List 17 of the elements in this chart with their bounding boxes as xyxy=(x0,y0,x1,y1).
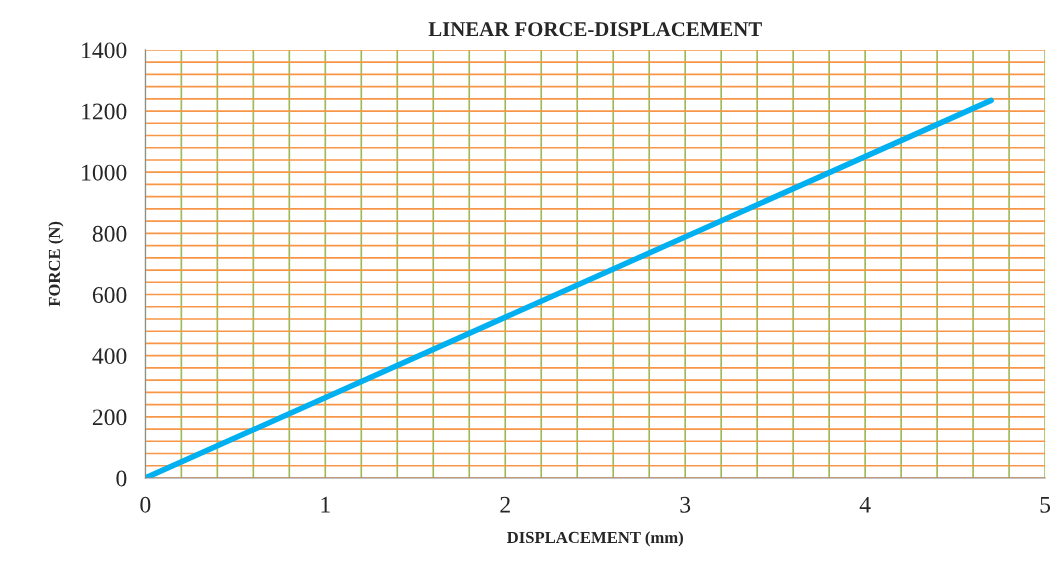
x-tick-label: 5 xyxy=(1040,496,1051,513)
y-tick-label: 800 xyxy=(92,225,127,242)
y-tick-label: 200 xyxy=(92,409,127,426)
x-tick-label: 3 xyxy=(680,496,691,513)
x-tick-label: 2 xyxy=(500,496,510,513)
y-tick-label: 400 xyxy=(92,348,127,365)
y-tick-label: 1000 xyxy=(82,164,127,181)
chart-title: LINEAR FORCE-DISPLACEMENT xyxy=(428,22,762,37)
y-tick-label: 600 xyxy=(92,287,127,303)
x-tick-label: 1 xyxy=(321,496,330,513)
y-tick-label: 1400 xyxy=(82,42,127,59)
y-axis-title: FORCE (N) xyxy=(48,221,64,307)
x-tick-label: 4 xyxy=(859,496,871,513)
x-tick-label: 0 xyxy=(140,496,151,513)
y-tick-label: 1200 xyxy=(82,103,127,120)
x-axis-title: DISPLACEMENT (mm) xyxy=(507,531,683,547)
y-tick-label: 0 xyxy=(116,470,127,487)
